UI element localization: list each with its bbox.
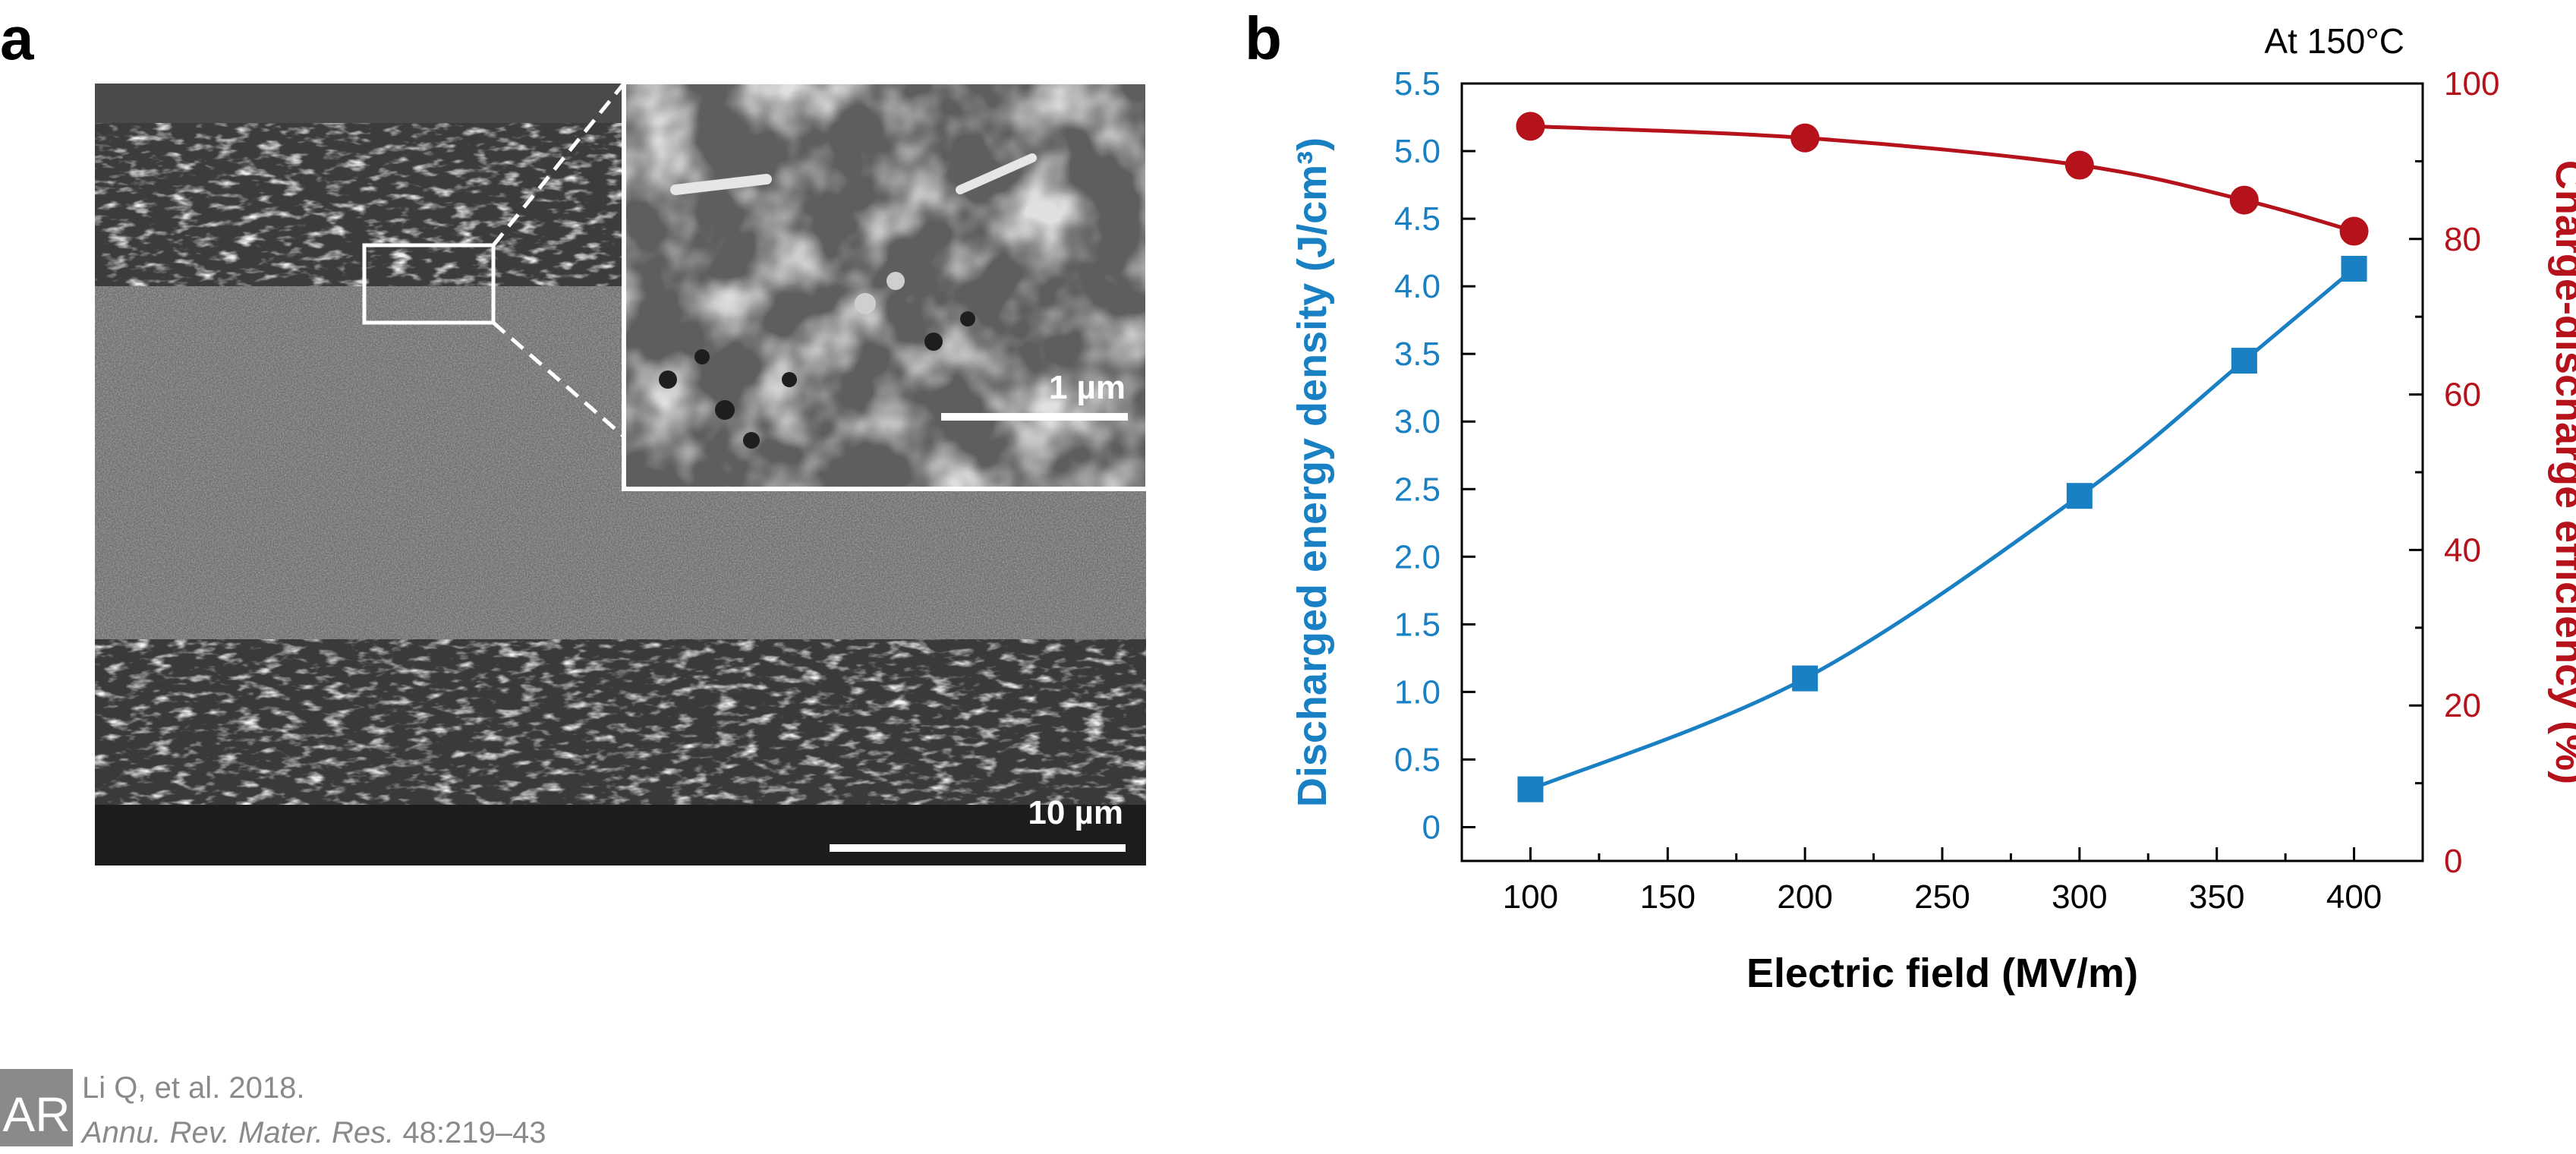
panel-b-label: b (1245, 5, 1282, 72)
citation-line-1: Li Q, et al. 2018. (82, 1071, 305, 1105)
zoom-region-box (362, 243, 496, 325)
x-tick-label: 250 (1914, 878, 1970, 916)
y-left-tick-label: 2.5 (1394, 471, 1441, 508)
efficiency-point (2229, 185, 2259, 215)
efficiency-line (1530, 124, 2355, 233)
y-left-tick-label: 0 (1422, 809, 1441, 846)
x-tick-label: 400 (2326, 878, 2382, 916)
y-right-tick-label: 0 (2444, 843, 2462, 880)
citation-pages: 48:219–43 (394, 1116, 546, 1149)
x-tick-label: 350 (2189, 878, 2244, 916)
temperature-annotation: At 150°C (2264, 21, 2404, 61)
efficiency-point (2064, 150, 2094, 180)
publisher-logo: AR (0, 1069, 73, 1146)
efficiency-point (1790, 123, 1820, 153)
y-left-tick-label: 1.0 (1394, 673, 1441, 711)
x-tick-label: 200 (1777, 878, 1832, 916)
sem-micrograph: 1 µm 10 µm (95, 84, 1146, 866)
y-left-tick-label: 5.0 (1394, 133, 1441, 170)
plot-frame (1460, 82, 2424, 862)
efficiency-point (2339, 216, 2369, 246)
y-left-tick-label: 3.5 (1394, 336, 1441, 373)
y-left-tick-label: 4.0 (1394, 268, 1441, 305)
x-tick-label: 300 (2052, 878, 2107, 916)
y-left-tick-label: 3.0 (1394, 403, 1441, 440)
energy-density-point (2231, 348, 2257, 374)
series-layer (1516, 112, 2369, 802)
y-right-tick-label: 100 (2444, 65, 2499, 102)
y-right-tick-label: 40 (2444, 531, 2481, 569)
zoom-inset: 1 µm (622, 84, 1146, 491)
efficiency-point (1516, 112, 1545, 141)
y-axis-right: 0 20 40 60 80 100 (2409, 65, 2499, 880)
citation-line-2: Annu. Rev. Mater. Res. 48:219–43 (80, 1116, 546, 1149)
y-left-tick-label: 4.5 (1394, 200, 1441, 238)
energy-density-point (1792, 665, 1819, 692)
y-right-tick-label: 60 (2444, 377, 2481, 414)
y-right-tick-label: 20 (2444, 687, 2481, 724)
y-left-tick-label: 0.5 (1394, 741, 1441, 778)
efficiency-energy-chart: 100 150 200 250 300 350 400 00.51.01.52.02.53.… (1290, 65, 2576, 996)
y-axis-left-title: Discharged energy density (J/cm³) (1290, 137, 1335, 807)
zoom-leader-top (492, 84, 625, 247)
publisher-logo-text: AR (3, 1087, 71, 1142)
x-axis-title: Electric field (MV/m) (1746, 951, 2138, 996)
x-tick-label: 150 (1640, 878, 1696, 916)
y-right-tick-label: 80 (2444, 221, 2481, 258)
zoom-leader-bottom (492, 321, 625, 438)
y-left-tick-label: 1.5 (1394, 606, 1441, 643)
energy-density-point (2341, 255, 2367, 282)
y-axis-left: 0 0.5 1.0 1.5 2.0 2.5 3.0 3.5 4.0 4.5 5.0 5.5 (1394, 65, 1475, 846)
energy-density-line (1529, 267, 2356, 791)
energy-density-point (2066, 483, 2093, 509)
y-axis-right-title: Charge-discharge efficiency (%) (2547, 160, 2576, 784)
citation-journal: Annu. Rev. Mater. Res. (80, 1116, 394, 1149)
y-left-tick-label: 2.0 (1394, 538, 1441, 575)
x-tick-label: 100 (1503, 878, 1558, 916)
main-scale-label: 10 µm (1028, 794, 1123, 831)
panel-a-label: a (0, 5, 34, 72)
inset-scale-label: 1 µm (1049, 369, 1126, 406)
y-left-tick-label: 5.5 (1394, 65, 1441, 102)
energy-density-point (1517, 776, 1544, 802)
x-axis: 100 150 200 250 300 350 400 (1503, 847, 2382, 916)
